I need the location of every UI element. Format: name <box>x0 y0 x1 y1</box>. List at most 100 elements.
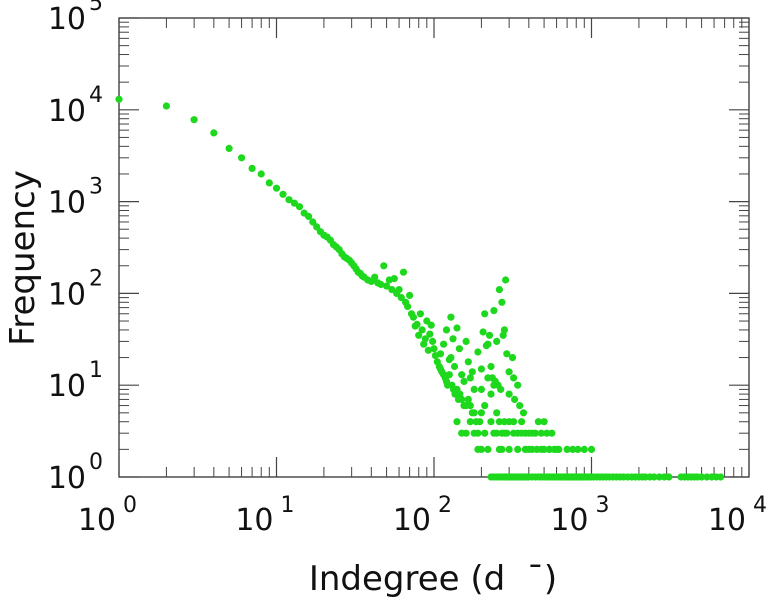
data-point <box>427 321 435 329</box>
data-point <box>415 331 423 339</box>
y-tick-exponent: 0 <box>89 450 103 475</box>
data-point <box>509 418 518 426</box>
data-point <box>309 218 317 226</box>
data-point <box>295 203 304 211</box>
data-point <box>115 95 123 103</box>
x-tick-base: 10 <box>393 503 431 538</box>
data-point <box>395 286 403 294</box>
data-point <box>514 381 522 389</box>
data-point <box>285 196 293 204</box>
data-point <box>498 298 506 306</box>
data-point <box>210 129 218 137</box>
data-point <box>481 402 489 410</box>
data-point <box>510 395 519 403</box>
data-point <box>482 342 490 350</box>
y-tick-exponent: 2 <box>89 266 103 291</box>
data-point <box>531 429 539 437</box>
data-point <box>453 418 461 426</box>
data-points <box>115 95 725 481</box>
data-point <box>498 445 506 453</box>
x-tick-label: 10 3 <box>550 493 609 538</box>
data-point <box>248 164 256 172</box>
data-point <box>537 429 545 437</box>
data-point <box>447 313 455 321</box>
major-ticks <box>118 17 750 478</box>
data-point <box>543 429 551 437</box>
x-tick-base: 10 <box>78 503 116 538</box>
data-point <box>487 362 495 371</box>
data-point <box>458 371 466 379</box>
data-point <box>698 473 706 481</box>
data-point <box>380 262 388 270</box>
data-point <box>305 212 313 220</box>
data-point <box>484 445 492 453</box>
data-point <box>426 330 434 338</box>
data-point <box>470 409 478 417</box>
y-tick-base: 10 <box>48 2 86 37</box>
data-point <box>460 377 468 385</box>
data-point <box>466 418 474 426</box>
x-tick-exponent: 0 <box>123 493 137 518</box>
data-point <box>487 390 495 398</box>
y-tick-label: 10 0 <box>48 450 103 496</box>
data-point <box>424 346 432 354</box>
data-point <box>377 280 385 289</box>
data-point <box>500 326 508 334</box>
data-point <box>497 385 505 393</box>
data-point <box>495 418 503 426</box>
data-point <box>429 337 437 345</box>
x-tick-labels: 10 0 10 1 10 2 10 3 10 4 <box>78 493 767 538</box>
x-tick-exponent: 1 <box>281 493 295 518</box>
data-point <box>493 429 501 437</box>
data-point <box>462 429 470 437</box>
y-tick-label: 10 4 <box>48 83 103 129</box>
data-point <box>481 310 489 318</box>
data-point <box>717 473 725 481</box>
data-point <box>519 409 528 417</box>
y-tick-base: 10 <box>48 461 86 496</box>
data-point <box>540 418 548 426</box>
data-point <box>563 445 571 453</box>
data-point <box>487 418 495 426</box>
data-point <box>495 286 503 294</box>
data-point <box>477 385 485 393</box>
data-point <box>650 473 658 481</box>
data-point <box>540 445 548 453</box>
data-point <box>383 282 391 290</box>
data-point <box>665 473 673 481</box>
y-tick-label: 10 3 <box>48 175 103 221</box>
data-point <box>477 445 485 453</box>
data-point <box>190 116 198 124</box>
x-tick-base: 10 <box>708 503 746 538</box>
data-point <box>430 345 438 353</box>
data-point <box>406 291 414 299</box>
data-point <box>503 350 511 358</box>
data-point <box>436 350 445 358</box>
data-point <box>477 365 485 373</box>
data-point <box>442 326 451 334</box>
data-point <box>528 445 536 453</box>
y-tick-base: 10 <box>48 186 86 221</box>
data-point <box>587 445 596 453</box>
data-point <box>450 362 459 371</box>
data-point <box>481 429 489 437</box>
data-point <box>464 395 472 403</box>
x-tick-exponent: 2 <box>438 493 452 518</box>
x-tick-exponent: 4 <box>753 493 767 518</box>
y-tick-base: 10 <box>48 94 86 129</box>
data-point <box>474 348 482 356</box>
y-tick-label: 10 1 <box>48 358 103 404</box>
y-tick-exponent: 1 <box>89 358 103 383</box>
y-tick-exponent: 3 <box>89 175 103 200</box>
plot-frame <box>118 17 750 478</box>
x-tick-label: 10 2 <box>393 493 452 538</box>
data-point <box>470 429 478 437</box>
data-point <box>509 374 518 382</box>
data-point <box>514 445 522 453</box>
y-tick-exponent: 4 <box>89 83 103 108</box>
x-tick-label: 10 0 <box>78 493 137 538</box>
data-point <box>279 190 287 198</box>
data-point <box>476 418 484 426</box>
data-point <box>462 337 470 345</box>
